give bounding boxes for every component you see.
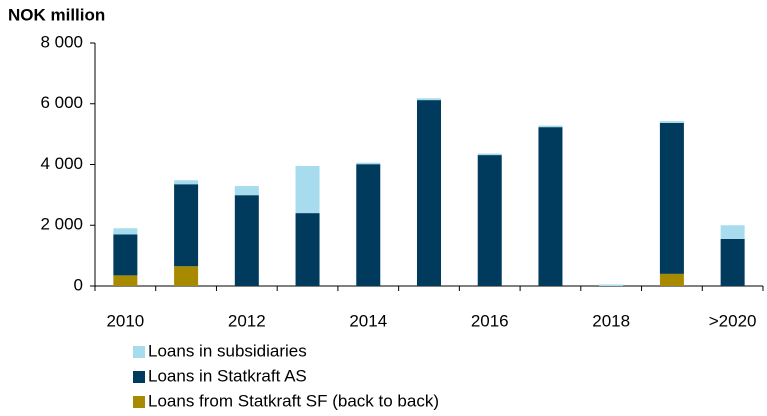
bar-segment <box>356 162 381 165</box>
x-tick-label: 2018 <box>592 311 630 330</box>
bar-segment <box>599 284 624 286</box>
bar-segment <box>538 125 563 128</box>
legend-label: Loans in subsidiaries <box>148 341 307 360</box>
legend-swatch <box>133 396 145 408</box>
x-tick-label: 2010 <box>106 311 144 330</box>
bar-segment <box>477 153 502 156</box>
legend-label: Loans from Statkraft SF (back to back) <box>148 391 439 410</box>
y-tick-label: 0 <box>74 275 83 294</box>
bar-segment <box>113 228 138 235</box>
x-tick-label: 2016 <box>471 311 509 330</box>
bar-segment <box>295 166 320 214</box>
bar-segment <box>417 98 441 101</box>
y-tick-label: 6 000 <box>40 93 83 112</box>
legend-swatch <box>133 371 145 383</box>
bar-segment <box>659 122 684 274</box>
y-tick-label: 4 000 <box>40 154 83 173</box>
bar-segment <box>234 195 259 286</box>
bar-segment <box>174 266 199 286</box>
x-tick-label: 2014 <box>349 311 387 330</box>
legend-swatch <box>133 346 145 358</box>
bar-segment <box>659 273 684 286</box>
chart-title: NOK million <box>8 5 105 24</box>
bar-segment <box>295 213 320 286</box>
y-tick-label: 8 000 <box>40 32 83 51</box>
x-tick-label: 2012 <box>228 311 266 330</box>
bar-segment <box>356 164 381 286</box>
bar-segment <box>174 180 199 185</box>
bar-segment <box>174 184 199 267</box>
bar-segment <box>234 186 259 196</box>
legend-label: Loans in Statkraft AS <box>148 366 307 385</box>
bar-segment <box>538 127 563 286</box>
bar-segment <box>417 100 441 286</box>
bar-segment <box>113 234 138 276</box>
bar-segment <box>113 275 138 286</box>
bar-segment <box>477 155 502 286</box>
y-tick-label: 2 000 <box>40 215 83 234</box>
bar-segment <box>659 121 684 123</box>
x-tick-label: >2020 <box>709 311 757 330</box>
bar-segment <box>720 238 745 286</box>
bar-segment <box>720 225 745 239</box>
